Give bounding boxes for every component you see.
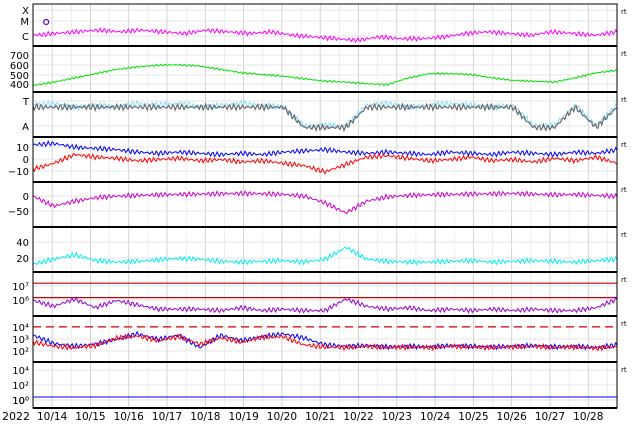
y-tick-label: 10² <box>12 347 29 358</box>
x-tick-label: 10/14 <box>37 411 68 423</box>
grid-layer <box>51 4 608 408</box>
y-tick-label: C <box>22 32 29 43</box>
series-line-bz-0 <box>32 139 618 158</box>
flare-marker <box>43 18 50 26</box>
x-tick-label: 10/19 <box>228 411 258 423</box>
y-tick-label: 10⁰ <box>12 396 29 407</box>
right-tag: rt <box>621 366 627 374</box>
y-tick-label: 20 <box>16 254 29 265</box>
series-line-protons-1 <box>32 333 618 352</box>
x-tick-label: 10/20 <box>267 411 297 423</box>
series-line-flux-0 <box>32 246 618 266</box>
y-tick-label: 10⁷ <box>12 282 29 293</box>
right-tag: rt <box>621 141 627 149</box>
series-line-electrons-0 <box>32 296 618 314</box>
y-tick-label: 10⁶ <box>12 296 29 307</box>
x-tick-label: 10/22 <box>343 411 373 423</box>
y-tick-label: 700 <box>10 51 29 62</box>
x-tick-label: 10/25 <box>458 411 488 423</box>
x-tick-label: 10/15 <box>75 411 105 423</box>
y-tick-label: 0 <box>23 155 29 166</box>
y-tick-label: 600 <box>10 61 29 72</box>
series-line-protons-0 <box>33 330 618 351</box>
right-tag: rt <box>621 50 627 58</box>
y-tick-label: 10⁴ <box>12 323 29 334</box>
y-tick-label: −50 <box>8 207 29 218</box>
right-tag: rt <box>621 8 627 16</box>
x-tick-label: 10/23 <box>382 411 412 423</box>
x-tick-label: 10/26 <box>497 411 528 423</box>
series-line-xray-0 <box>32 27 618 44</box>
right-tag: rt <box>621 186 627 194</box>
series-line-orientation-1 <box>32 102 618 133</box>
y-tick-label: 500 <box>10 71 29 82</box>
x-tick-label: 10/21 <box>305 411 335 423</box>
x-tick-label: 10/18 <box>190 411 220 423</box>
y-tick-label: −10 <box>8 167 29 178</box>
series-line-wind_speed-0 <box>32 63 618 86</box>
axis-layer: 10/14 10/15 10/16 10/17 10/18 10/19 10/20 10/21… <box>37 411 603 423</box>
x-tick-label: 10/27 <box>535 411 565 423</box>
y-tick-label: 400 <box>10 80 29 91</box>
x-tick-label: 10/24 <box>420 411 451 423</box>
y-tick-label: 10³ <box>12 335 29 346</box>
panels-layer: XMCrt700600500400rtTArt100−10rt0−50rt402… <box>8 3 627 409</box>
y-tick-label: 40 <box>16 238 29 249</box>
y-tick-label: 10 <box>16 143 29 154</box>
right-tag: rt <box>621 276 627 284</box>
x-tick-label: 10/28 <box>573 411 603 423</box>
y-tick-label: 10⁴ <box>12 366 29 377</box>
right-tag: rt <box>621 320 627 328</box>
panel-neutrons: 10⁴ 10² 10⁰ rt <box>12 361 627 409</box>
y-tick-label: A <box>22 122 29 133</box>
y-tick-label: 10² <box>12 381 29 392</box>
x-tick-label: 10/17 <box>152 411 182 423</box>
y-tick-label: M <box>20 17 29 28</box>
right-tag: rt <box>621 231 627 239</box>
y-tick-label: 10⁰ <box>12 396 29 407</box>
x-tick-label: 10/16 <box>114 411 145 423</box>
right-tag: rt <box>621 96 627 104</box>
y-tick-label: T <box>22 97 30 108</box>
y-tick-label: X <box>22 6 29 17</box>
series-line-angle-0 <box>32 189 618 215</box>
year-label: 2022 <box>2 410 30 423</box>
y-tick-label: 0 <box>23 192 29 203</box>
series-line-bz-1 <box>32 152 618 175</box>
